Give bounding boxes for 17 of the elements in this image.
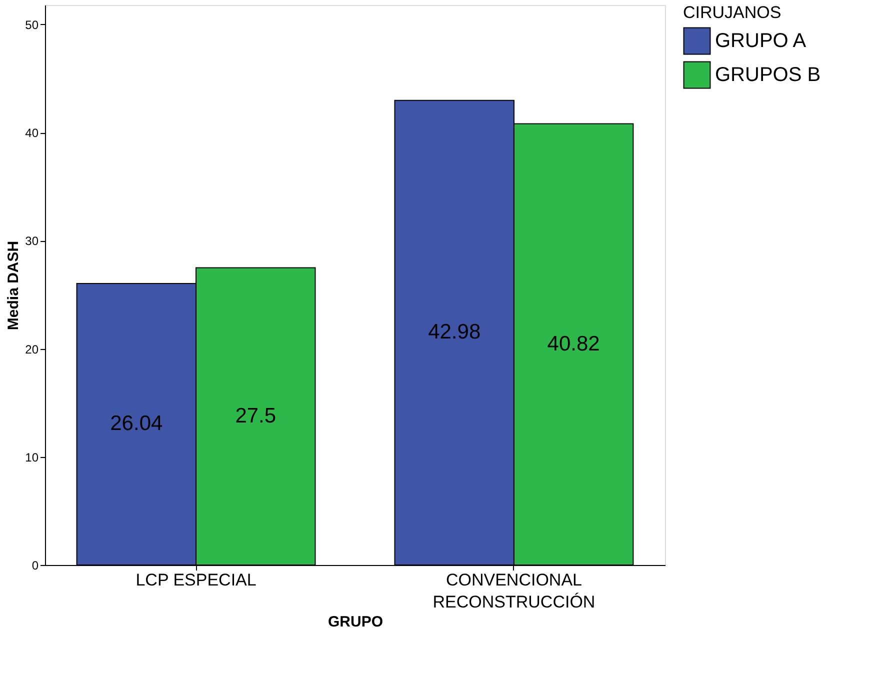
data-label: 42.98 [428,320,481,344]
legend-title: CIRUJANOS [683,3,782,22]
x-tick-label: LCP ESPECIAL [136,570,256,590]
y-tick-label: 40 [25,126,39,140]
y-tick-label: 50 [25,18,39,32]
legend-label: GRUPOS B [715,64,821,86]
legend-label: GRUPO A [715,30,807,52]
y-tick-label: 20 [25,342,39,356]
y-tick-label: 30 [25,234,39,248]
x-tick-label: CONVENCIONAL RECONSTRUCCIÓN [432,570,596,612]
data-label: 26.04 [110,412,163,436]
y-axis-title: Media DASH [5,240,22,330]
y-tick-label: 0 [32,558,39,572]
data-label: 40.82 [547,332,600,356]
data-label: 27.5 [235,404,276,428]
x-axis-title: GRUPO [328,614,384,630]
y-tick-label: 10 [25,450,39,464]
